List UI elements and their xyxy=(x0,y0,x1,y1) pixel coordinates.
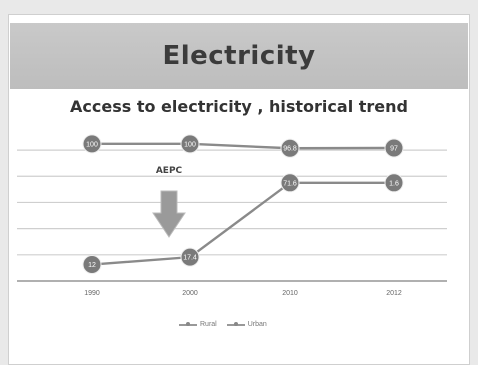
series-line-urban xyxy=(92,142,395,150)
x-tick-label: 2000 xyxy=(182,290,198,297)
line-chart: 1990 2000 2010 2012 AEPC 12 17.4 71.6 1.6 100 100 9… xyxy=(17,134,447,297)
data-point-rural xyxy=(384,173,404,193)
data-label-urban: 96.8 xyxy=(283,146,297,153)
title-bar: Electricity xyxy=(10,23,468,89)
legend-label-urban: Urban xyxy=(247,321,267,328)
chart-subtitle: Access to electricity , historical trend xyxy=(70,97,408,116)
data-label-urban: 97 xyxy=(390,145,398,152)
chart-legend: Rural Urban xyxy=(179,321,267,328)
data-point-rural xyxy=(180,247,200,267)
slide-title: Electricity xyxy=(162,41,316,71)
data-point-rural xyxy=(280,173,300,193)
slide: Electricity Access to electricity , hist… xyxy=(8,14,470,365)
x-tick-label: 2010 xyxy=(282,290,298,297)
x-tick-label: 1990 xyxy=(84,290,100,297)
legend-item-urban: Urban xyxy=(226,321,267,328)
data-point-urban xyxy=(384,138,404,158)
data-label-urban: 100 xyxy=(86,141,98,148)
data-label-rural: 17.4 xyxy=(183,255,197,262)
data-point-rural xyxy=(82,255,102,275)
data-point-urban xyxy=(280,138,300,158)
data-label-rural: 71.6 xyxy=(283,180,297,187)
data-label-rural: 12 xyxy=(88,262,96,269)
series-line-rural xyxy=(91,181,394,266)
legend-swatch-rural xyxy=(179,321,197,326)
data-label-urban: 100 xyxy=(184,141,196,148)
legend-swatch-urban xyxy=(226,321,245,326)
x-tick-label: 2012 xyxy=(386,290,402,297)
legend-item-rural: Rural xyxy=(179,321,217,328)
data-label-rural: 1.6 xyxy=(389,180,399,187)
annotation-arrow xyxy=(152,190,186,238)
annotation-label: AEPC xyxy=(156,166,183,176)
data-point-urban xyxy=(180,134,200,154)
legend-label-rural: Rural xyxy=(200,321,217,328)
data-point-urban xyxy=(82,134,102,154)
